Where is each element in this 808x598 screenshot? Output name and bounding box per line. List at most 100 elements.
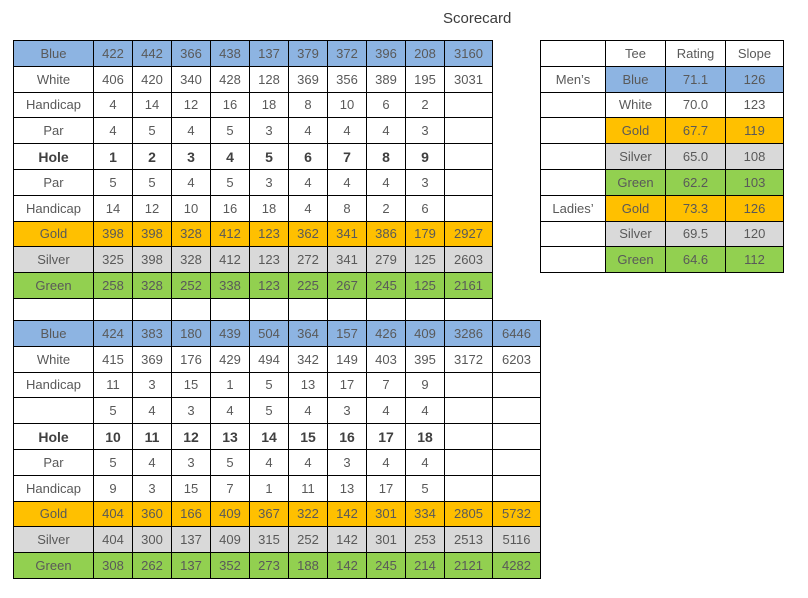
row-label (13, 397, 94, 425)
score-cell (444, 448, 493, 476)
score-cell: 442 (132, 40, 172, 67)
score-cell: 5 (132, 117, 172, 145)
slope-cell: 119 (725, 117, 784, 145)
table-row (13, 297, 493, 321)
row-label: Blue (13, 320, 94, 347)
score-cell: 245 (366, 272, 406, 299)
score-cell: 13 (210, 423, 250, 450)
back-nine-table: Blue 424 383 180 439 504 364 157 426 409 3286 6446 W… (13, 320, 541, 579)
score-cell: 17 (366, 423, 406, 450)
score-cell: 3 (132, 474, 172, 502)
score-cell: 125 (405, 272, 445, 299)
score-cell: 4 (327, 117, 367, 145)
score-cell: 149 (327, 345, 367, 373)
score-cell: 179 (405, 220, 445, 248)
score-cell: 3 (405, 168, 445, 196)
rating-cell: 70.0 (665, 91, 726, 119)
score-cell: 142 (327, 552, 367, 579)
table-row: Tee Rating Slope (540, 40, 784, 67)
score-cell: 4 (93, 117, 133, 145)
score-cell: 3 (132, 371, 172, 399)
slope-cell: 112 (725, 246, 784, 274)
score-cell: 1 (249, 474, 289, 502)
table-row: Green 258 328 252 338 123 225 267 245 125 2161 (13, 272, 493, 299)
score-cell: 12 (171, 423, 211, 450)
tee-cell: Green (605, 168, 666, 196)
score-cell: 15 (288, 423, 328, 450)
score-cell: 409 (405, 320, 445, 347)
score-cell: 157 (327, 320, 367, 347)
score-cell: 4 (366, 448, 406, 476)
rating-cell: 71.1 (665, 65, 726, 93)
score-cell: 395 (405, 345, 445, 373)
score-cell: 17 (366, 474, 406, 502)
slope-cell: 108 (725, 143, 784, 170)
score-cell: 3 (327, 397, 367, 425)
score-cell: 301 (366, 526, 406, 554)
score-cell: 438 (210, 40, 250, 67)
score-cell: 245 (366, 552, 406, 579)
score-cell (492, 448, 541, 476)
score-cell (492, 371, 541, 399)
group-label (540, 168, 606, 196)
table-row: Par 4 5 4 5 3 4 4 4 3 (13, 117, 493, 145)
table-row: Green 308 262 137 352 273 188 142 245 214 2121 4282 (13, 552, 541, 579)
score-cell: 2513 (444, 526, 493, 554)
score-cell: 338 (210, 272, 250, 299)
score-cell: 188 (288, 552, 328, 579)
tee-cell: Gold (605, 117, 666, 145)
score-cell: 369 (132, 345, 172, 373)
score-cell: 426 (366, 320, 406, 347)
score-cell (405, 297, 445, 321)
group-label: Men’s (540, 65, 606, 93)
table-row: Gold 404 360 166 409 367 322 142 301 334 2805 5732 (13, 500, 541, 528)
score-cell: 142 (327, 526, 367, 554)
score-cell: 366 (171, 40, 211, 67)
score-cell: 4 (288, 397, 328, 425)
score-cell: 340 (171, 65, 211, 93)
score-cell: 2 (405, 91, 445, 119)
score-cell: 6 (366, 91, 406, 119)
score-cell: 4 (405, 448, 445, 476)
rating-cell: 67.7 (665, 117, 726, 145)
rating-cell: 62.2 (665, 168, 726, 196)
score-cell: 341 (327, 220, 367, 248)
score-cell: 3 (171, 397, 211, 425)
score-cell: 328 (171, 246, 211, 274)
score-cell: 364 (288, 320, 328, 347)
score-cell: 328 (132, 272, 172, 299)
score-cell: 412 (210, 220, 250, 248)
score-cell: 4 (93, 91, 133, 119)
score-cell: 14 (132, 91, 172, 119)
score-cell: 252 (288, 526, 328, 554)
score-cell: 5 (249, 143, 289, 170)
score-cell: 424 (93, 320, 133, 347)
score-cell: 14 (93, 194, 133, 222)
score-cell: 2 (132, 143, 172, 170)
score-cell: 137 (249, 40, 289, 67)
score-cell: 5 (210, 117, 250, 145)
score-cell: 2927 (444, 220, 493, 248)
score-cell: 137 (171, 552, 211, 579)
column-header: Slope (725, 40, 784, 67)
score-cell: 4 (249, 448, 289, 476)
score-cell: 16 (210, 91, 250, 119)
score-cell (444, 168, 493, 196)
score-cell: 3 (249, 168, 289, 196)
score-cell: 360 (132, 500, 172, 528)
score-cell (444, 474, 493, 502)
score-cell: 494 (249, 345, 289, 373)
score-cell (444, 297, 493, 321)
table-row: Ladies’ Gold 73.3 126 (540, 194, 784, 222)
score-cell: 258 (93, 272, 133, 299)
score-cell: 10 (171, 194, 211, 222)
score-cell: 5 (405, 474, 445, 502)
score-cell: 398 (93, 220, 133, 248)
score-cell: 225 (288, 272, 328, 299)
row-label: Par (13, 448, 94, 476)
score-cell (132, 297, 172, 321)
score-cell: 4 (366, 117, 406, 145)
table-row: Silver 404 300 137 409 315 252 142 301 253 2513 511… (13, 526, 541, 554)
row-label: Par (13, 117, 94, 145)
score-cell: 4 (132, 397, 172, 425)
